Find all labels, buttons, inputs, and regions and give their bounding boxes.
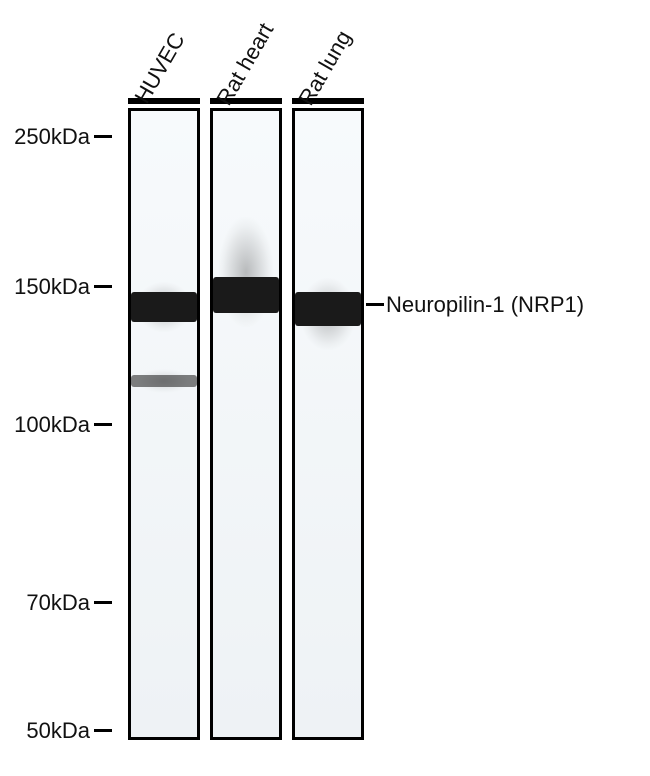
blot-lane — [292, 108, 364, 740]
mw-label: 150kDa — [0, 274, 90, 300]
mw-tick — [94, 601, 112, 604]
mw-label: 50kDa — [0, 718, 90, 744]
blot-lane — [210, 108, 282, 740]
band-annotation: Neuropilin-1 (NRP1) — [386, 292, 584, 318]
mw-label: 250kDa — [0, 124, 90, 150]
lane-label: Rat heart — [211, 19, 279, 110]
mw-tick — [94, 285, 112, 288]
lane-label: HUVEC — [129, 28, 190, 108]
mw-tick — [94, 729, 112, 732]
mw-tick — [94, 423, 112, 426]
blot-lane — [128, 108, 200, 740]
mw-tick — [94, 135, 112, 138]
annotation-tick — [366, 303, 384, 306]
mw-label: 100kDa — [0, 412, 90, 438]
mw-label: 70kDa — [0, 590, 90, 616]
